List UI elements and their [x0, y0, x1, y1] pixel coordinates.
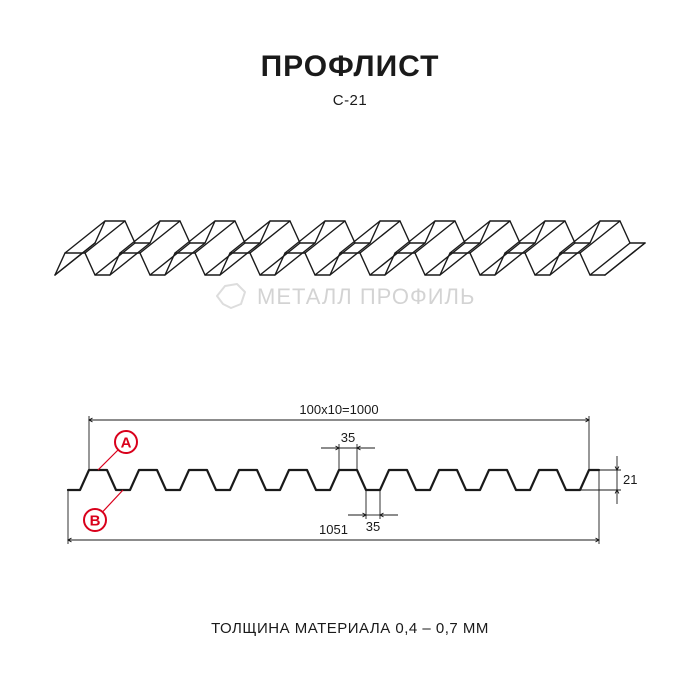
- dim-bottom-flat: 35: [366, 519, 380, 534]
- isometric-view: [40, 160, 660, 310]
- marker-a-label: A: [121, 435, 132, 452]
- cross-section-view: 100x10=1000 1051 35 35 21 A B: [30, 370, 670, 570]
- marker-b-label: B: [90, 513, 101, 530]
- footer-thickness-note: ТОЛЩИНА МАТЕРИАЛА 0,4 – 0,7 ММ: [0, 620, 700, 637]
- dim-bottom-span: 1051: [319, 522, 348, 537]
- dim-height: 21: [623, 472, 637, 487]
- dim-top-flat: 35: [341, 430, 355, 445]
- page-title: ПРОФЛИСТ: [0, 50, 700, 84]
- page-subtitle: C-21: [0, 92, 700, 109]
- profile-path: [68, 470, 599, 490]
- dim-top-span: 100x10=1000: [299, 402, 378, 417]
